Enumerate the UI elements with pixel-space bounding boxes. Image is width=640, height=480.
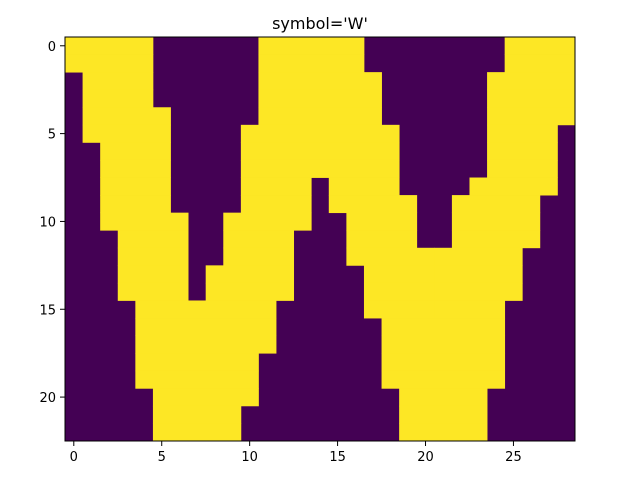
- heatmap-cell-run: [364, 300, 435, 318]
- heatmap-cell-run: [505, 37, 576, 55]
- y-tick-label: 5: [48, 128, 56, 143]
- heatmap-cell-run: [469, 178, 557, 196]
- heatmap-cell-run: [223, 248, 294, 266]
- y-tick-label: 0: [48, 40, 56, 55]
- heatmap-cell-run: [241, 125, 400, 143]
- x-tick-label: 5: [158, 450, 166, 465]
- heatmap-cell-run: [135, 300, 276, 318]
- heatmap-cell-run: [100, 160, 171, 178]
- heatmap-cell-run: [399, 406, 487, 424]
- heatmap-cell-run: [135, 336, 276, 354]
- heatmap-cell-run: [487, 107, 575, 125]
- y-axis: 0 5 10 15 20: [39, 40, 65, 406]
- heatmap-cell-run: [118, 265, 189, 283]
- heatmap-cell-run: [153, 388, 259, 406]
- heatmap-cell-run: [329, 195, 417, 213]
- heatmap-cell-run: [258, 37, 364, 55]
- heatmap-cell-run: [382, 336, 506, 354]
- heatmap-cell-run: [241, 142, 400, 160]
- heatmap-cell-run: [135, 318, 276, 336]
- heatmap-cell-run: [346, 248, 434, 266]
- heatmap-cell-run: [434, 283, 522, 301]
- heatmap-cell-run: [487, 72, 575, 90]
- heatmap-cell-run: [487, 90, 575, 108]
- heatmap-cell-run: [100, 142, 171, 160]
- y-tick-label: 10: [39, 215, 56, 230]
- chart-title: symbol='W': [272, 14, 368, 33]
- heatmap-cell-run: [452, 195, 540, 213]
- heatmap-cell-run: [223, 213, 311, 231]
- heatmap-cell-run: [487, 125, 558, 143]
- x-tick-label: 20: [417, 450, 434, 465]
- heatmap-cell-run: [258, 72, 382, 90]
- heatmap-cell-run: [346, 213, 417, 231]
- heatmap-cell-run: [83, 125, 171, 143]
- heatmap-cell-run: [153, 423, 241, 441]
- plot-area: [65, 37, 575, 441]
- heatmap-cell-run: [505, 55, 576, 73]
- heatmap-cell-run: [241, 178, 312, 196]
- heatmap-cell-run: [83, 90, 154, 108]
- heatmap-cell-run: [223, 230, 294, 248]
- heatmap-cell-run: [118, 230, 189, 248]
- heatmap-cell-run: [487, 160, 558, 178]
- heatmap-cell-run: [258, 90, 382, 108]
- heatmap-cell-run: [364, 265, 435, 283]
- heatmap-cell-run: [434, 248, 522, 266]
- heatmap-cell-run: [118, 283, 189, 301]
- heatmap-cell-run: [83, 107, 171, 125]
- heatmap-cell-run: [65, 37, 153, 55]
- y-tick-label: 20: [39, 391, 56, 406]
- heatmap-cell-run: [434, 300, 505, 318]
- heatmap-cell-run: [241, 195, 312, 213]
- heatmap-cell-run: [382, 353, 506, 371]
- heatmap-cell-run: [399, 423, 487, 441]
- heatmap-cell-run: [434, 265, 522, 283]
- heatmap-cell-run: [206, 265, 294, 283]
- y-tick-label: 15: [39, 303, 56, 318]
- heatmap-cell-run: [382, 318, 506, 336]
- heatmap-cell-run: [100, 195, 171, 213]
- heatmap-cell-run: [364, 283, 435, 301]
- heatmap-cell-run: [452, 230, 540, 248]
- heatmap-cell-run: [100, 213, 188, 231]
- x-axis: 0 5 10 15 20 25: [70, 441, 522, 465]
- x-tick-label: 10: [241, 450, 258, 465]
- heatmap-cell-run: [329, 178, 400, 196]
- heatmap-cell-run: [241, 160, 400, 178]
- heatmap-cell-run: [258, 55, 364, 73]
- heatmap-cell-run: [382, 371, 506, 389]
- heatmap-cell-run: [118, 248, 189, 266]
- heatmap-cell-run: [206, 283, 294, 301]
- x-tick-label: 15: [329, 450, 346, 465]
- heatmap-cell-run: [135, 371, 259, 389]
- heatmap-cell-run: [452, 213, 540, 231]
- heatmap-cell-run: [153, 406, 241, 424]
- heatmap-cell-run: [399, 388, 487, 406]
- heatmap-cell-run: [65, 55, 153, 73]
- x-tick-label: 25: [505, 450, 522, 465]
- heatmap-cell-run: [135, 353, 259, 371]
- x-tick-label: 0: [70, 450, 78, 465]
- heatmap-cell-run: [487, 142, 558, 160]
- heatmap-cell-run: [258, 107, 382, 125]
- heatmap-cell-run: [346, 230, 417, 248]
- heatmap-cell-run: [100, 178, 171, 196]
- heatmap-cell-run: [83, 72, 154, 90]
